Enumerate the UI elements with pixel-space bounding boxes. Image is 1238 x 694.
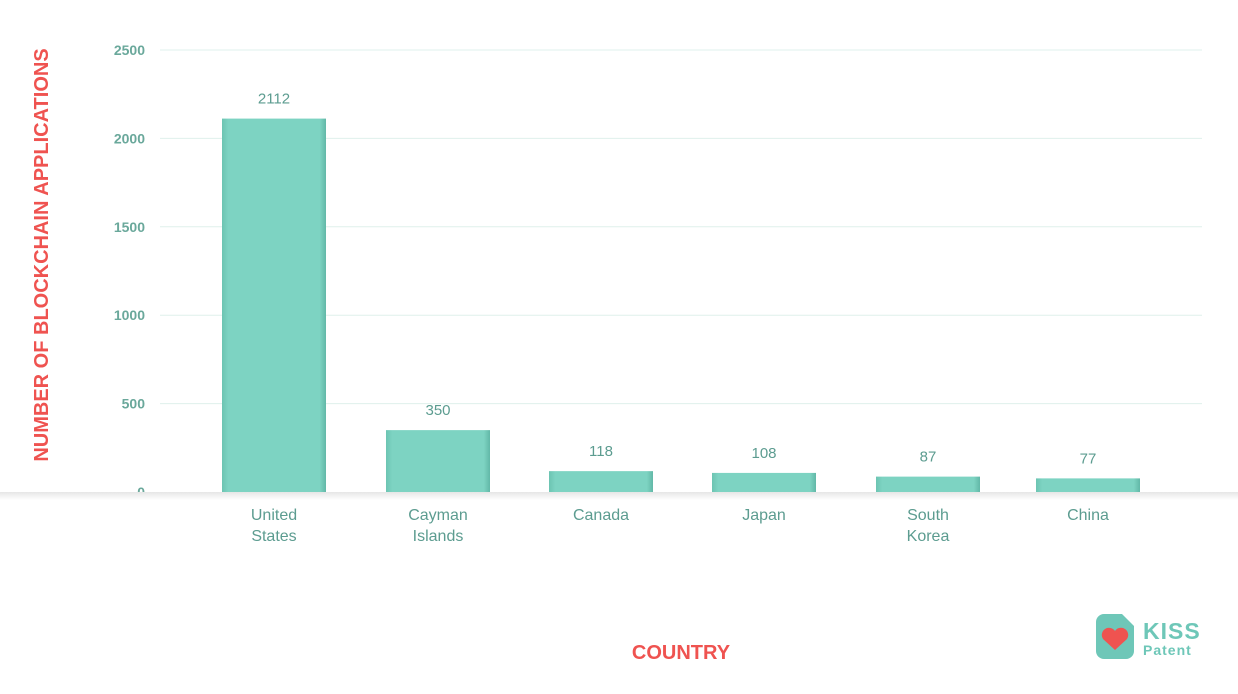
heart-icon <box>1096 614 1134 659</box>
y-tick-label: 2500 <box>114 42 145 58</box>
kiss-patent-logo: KISS Patent <box>1096 614 1201 659</box>
x-tick-label: Japan <box>742 507 786 524</box>
x-tick-label: Canada <box>573 507 629 524</box>
y-tick-label: 1500 <box>114 219 145 235</box>
data-label: 350 <box>425 402 450 419</box>
y-tick-label: 1000 <box>114 307 145 323</box>
gridlines <box>160 49 1202 405</box>
bar <box>876 476 980 492</box>
y-tick-label: 500 <box>122 396 146 412</box>
x-tick-label: South Korea <box>907 507 950 545</box>
data-label: 118 <box>589 443 613 460</box>
bar <box>222 118 326 493</box>
x-tick-labels: United States Cayman Islands Canada Japan Sout… <box>251 507 1109 545</box>
bar <box>1036 478 1140 492</box>
x-tick-label: China <box>1067 507 1109 524</box>
logo-line-1: KISS <box>1143 618 1201 644</box>
bar <box>549 471 653 492</box>
data-label: 2112 <box>258 91 290 108</box>
bar <box>712 472 816 492</box>
logo-line-2: Patent <box>1143 642 1192 658</box>
y-tick-labels: 05001000150020002500 <box>114 42 145 500</box>
data-label: 108 <box>751 445 776 462</box>
bar <box>386 430 490 492</box>
bars <box>222 118 1140 493</box>
data-label: 77 <box>1080 450 1097 467</box>
x-tick-label: Cayman Islands <box>408 507 468 545</box>
data-label: 87 <box>920 449 937 466</box>
x-axis-title: COUNTRY <box>632 642 731 664</box>
x-tick-label: United States <box>251 507 297 545</box>
baseline-shadow <box>0 492 1238 500</box>
y-axis-title: NUMBER OF BLOCKCHAIN APPLICATIONS <box>31 48 53 461</box>
y-tick-label: 2000 <box>114 130 145 146</box>
value-labels: 2112 350 118 108 87 77 <box>258 91 1096 468</box>
